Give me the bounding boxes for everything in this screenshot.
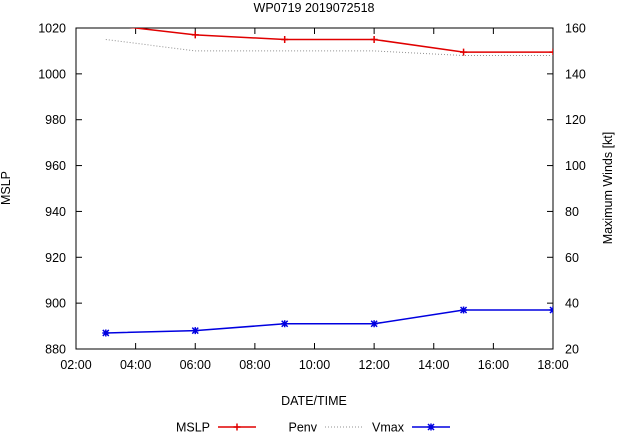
y2-tick-label: 140 xyxy=(565,67,586,81)
x-tick-label: 04:00 xyxy=(120,358,151,372)
y2-tick-label: 60 xyxy=(565,251,579,265)
x-tick-label: 16:00 xyxy=(478,358,509,372)
x-tick-label: 18:00 xyxy=(537,358,568,372)
x-tick-label: 08:00 xyxy=(239,358,270,372)
legend-label: Penv xyxy=(289,421,318,432)
y2-tick-label: 100 xyxy=(565,159,586,173)
chart-title: WP0719 2019072518 xyxy=(254,1,375,15)
y-tick-label: 960 xyxy=(45,159,66,173)
y-axis: 880 900 920 940 960 980 1000 1020 xyxy=(38,22,82,357)
x-axis: 02:00 04:00 06:00 08:00 10:00 12:00 14:00 16:00… xyxy=(60,28,569,372)
data-point xyxy=(191,31,199,39)
y2-tick-label: 120 xyxy=(565,113,586,127)
legend-label: MSLP xyxy=(176,421,210,432)
data-point xyxy=(281,35,289,43)
legend-marker xyxy=(233,423,241,431)
series-vmax xyxy=(102,306,553,337)
data-point xyxy=(549,48,553,56)
y-tick-label: 980 xyxy=(45,113,66,127)
series-line xyxy=(129,28,553,53)
x-tick-label: 06:00 xyxy=(180,358,211,372)
y-tick-label: 920 xyxy=(45,251,66,265)
x-axis-label: DATE/TIME xyxy=(281,394,347,408)
series-layer xyxy=(13,11,553,337)
series-line xyxy=(105,38,553,57)
legend: MSLP Penv Vmax xyxy=(176,421,450,432)
y-tick-label: 1020 xyxy=(38,22,66,36)
y2-axis-label: Maximum Winds [kt] xyxy=(601,132,615,245)
legend-marker xyxy=(427,423,435,431)
x-tick-label: 14:00 xyxy=(418,358,449,372)
data-point xyxy=(460,306,468,314)
y-tick-label: 1000 xyxy=(38,67,66,81)
y2-tick-label: 80 xyxy=(565,205,579,219)
data-point xyxy=(460,48,468,56)
legend-label: Vmax xyxy=(372,421,405,432)
plot-border xyxy=(75,27,554,350)
x-tick-label: 02:00 xyxy=(60,358,91,372)
y-tick-label: 900 xyxy=(45,297,66,311)
data-point xyxy=(549,306,553,314)
y2-tick-label: 20 xyxy=(565,343,579,357)
data-point xyxy=(13,11,20,18)
y2-axis: 20 40 60 80 100 120 140 160 xyxy=(547,22,586,357)
y-axis-label: MSLP xyxy=(0,171,13,205)
series-penv xyxy=(13,11,553,56)
data-point xyxy=(370,320,378,328)
series-line xyxy=(105,309,553,334)
y-tick-label: 940 xyxy=(45,205,66,219)
y2-tick-label: 160 xyxy=(565,22,586,36)
data-point xyxy=(281,320,289,328)
data-point xyxy=(370,35,378,43)
y-tick-label: 880 xyxy=(45,343,66,357)
x-tick-label: 10:00 xyxy=(299,358,330,372)
x-tick-label: 12:00 xyxy=(358,358,389,372)
plot-area xyxy=(75,27,554,350)
y2-tick-label: 40 xyxy=(565,297,579,311)
data-point xyxy=(102,329,110,337)
series-mslp xyxy=(105,38,553,57)
data-point xyxy=(191,327,199,335)
